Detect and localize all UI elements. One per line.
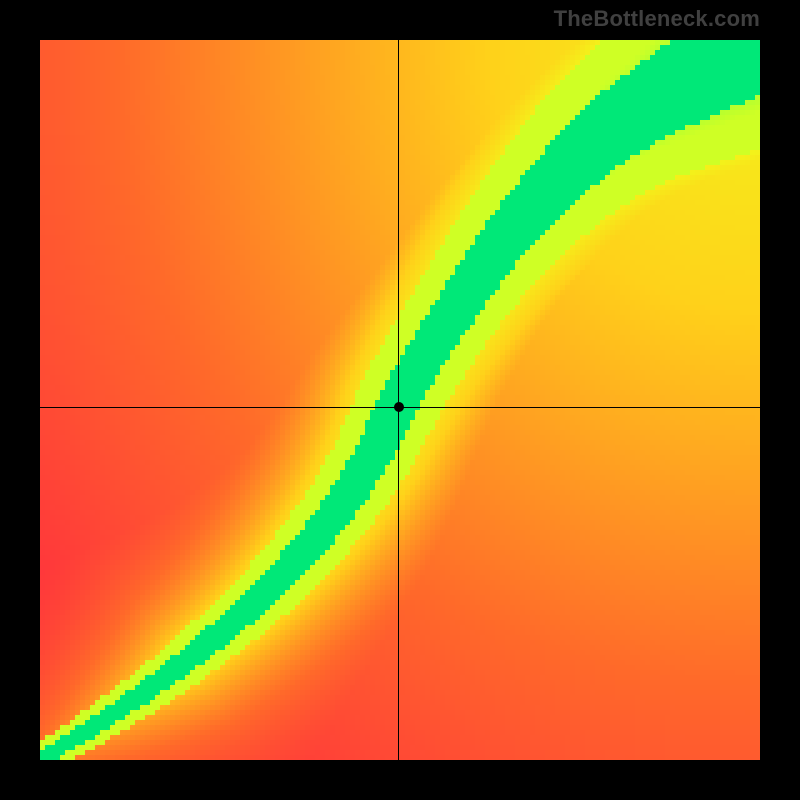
- crosshair-marker: [394, 402, 404, 412]
- figure-root: TheBottleneck.com: [0, 0, 800, 800]
- heatmap-canvas: [40, 40, 760, 760]
- plot-area: [40, 40, 760, 760]
- crosshair-vertical: [398, 40, 399, 760]
- watermark-text: TheBottleneck.com: [554, 6, 760, 32]
